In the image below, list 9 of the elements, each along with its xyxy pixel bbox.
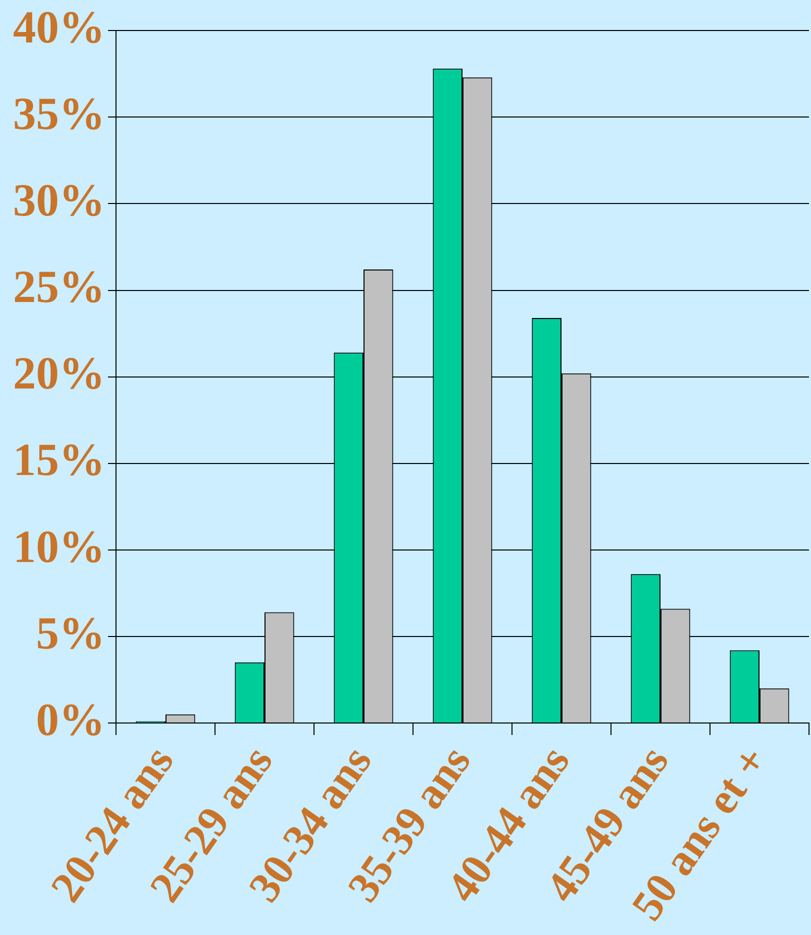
y-tick-label: 40%	[13, 1, 105, 52]
y-tick-label: 5%	[36, 607, 105, 658]
y-tick-label: 0%	[36, 694, 105, 745]
y-tick-label: 20%	[13, 348, 105, 399]
y-tick-label: 30%	[13, 174, 105, 226]
y-tick-label: 35%	[13, 88, 105, 140]
y-tick-label: 15%	[13, 434, 105, 486]
y-tick-label: 25%	[13, 261, 105, 312]
y-tick-label: 10%	[13, 520, 105, 572]
